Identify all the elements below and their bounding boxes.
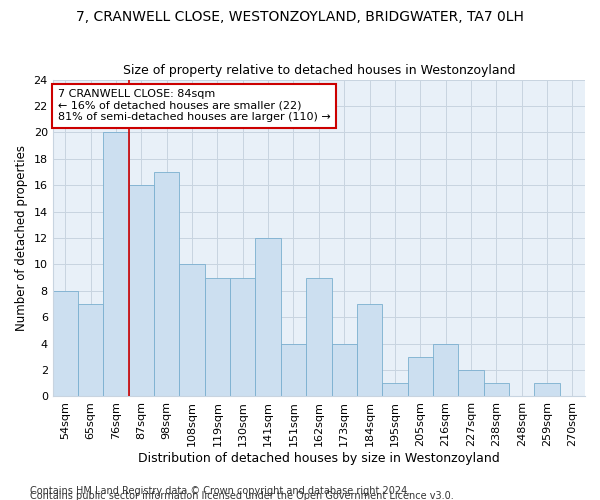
Y-axis label: Number of detached properties: Number of detached properties xyxy=(15,145,28,331)
Bar xyxy=(382,384,407,396)
Text: 7, CRANWELL CLOSE, WESTONZOYLAND, BRIDGWATER, TA7 0LH: 7, CRANWELL CLOSE, WESTONZOYLAND, BRIDGW… xyxy=(76,10,524,24)
X-axis label: Distribution of detached houses by size in Westonzoyland: Distribution of detached houses by size … xyxy=(138,452,500,465)
Bar xyxy=(433,344,458,396)
Bar xyxy=(458,370,484,396)
Text: 7 CRANWELL CLOSE: 84sqm
← 16% of detached houses are smaller (22)
81% of semi-de: 7 CRANWELL CLOSE: 84sqm ← 16% of detache… xyxy=(58,89,331,122)
Bar xyxy=(230,278,256,396)
Bar xyxy=(154,172,179,396)
Bar xyxy=(53,291,78,397)
Title: Size of property relative to detached houses in Westonzoyland: Size of property relative to detached ho… xyxy=(122,64,515,77)
Text: Contains public sector information licensed under the Open Government Licence v3: Contains public sector information licen… xyxy=(30,491,454,500)
Bar xyxy=(179,264,205,396)
Bar xyxy=(129,185,154,396)
Bar xyxy=(281,344,306,396)
Bar xyxy=(535,384,560,396)
Text: Contains HM Land Registry data © Crown copyright and database right 2024.: Contains HM Land Registry data © Crown c… xyxy=(30,486,410,496)
Bar xyxy=(357,304,382,396)
Bar xyxy=(332,344,357,396)
Bar xyxy=(78,304,103,396)
Bar xyxy=(484,384,509,396)
Bar xyxy=(407,357,433,397)
Bar xyxy=(205,278,230,396)
Bar xyxy=(103,132,129,396)
Bar xyxy=(256,238,281,396)
Bar xyxy=(306,278,332,396)
